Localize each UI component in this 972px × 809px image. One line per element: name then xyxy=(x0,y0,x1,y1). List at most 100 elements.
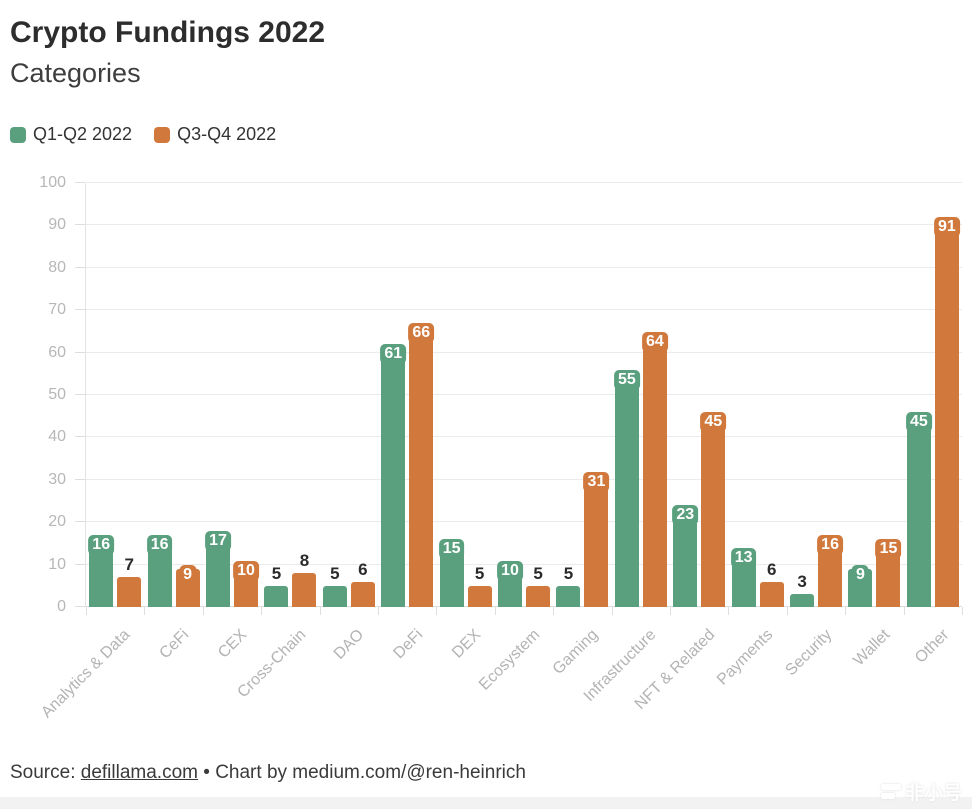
bar-groups: 16 7 16 9 17 10 5 8 5 6 61 66 15 5 10 5 5 31 55 64 23 45 13 6 3 1… xyxy=(86,183,962,607)
bar-q3-q4-2022-wallet: 15 xyxy=(875,539,902,607)
bar-q3-q4-2022-cefi: 9 xyxy=(175,564,200,607)
legend-swatch-q3q4 xyxy=(154,126,171,143)
bar-q3-q4-2022-payments: 6 xyxy=(759,560,784,607)
x-tick-10 xyxy=(669,607,671,615)
legend: Q1-Q2 2022 Q3-Q4 2022 xyxy=(10,124,276,145)
x-tick-9 xyxy=(611,607,613,615)
gridline-80 xyxy=(86,266,962,268)
bar-q1-q2-2022-other: 45 xyxy=(905,412,932,607)
y-tick-20 xyxy=(75,521,85,523)
value-label-q3-q4-2022-analytics-data: 7 xyxy=(124,555,134,575)
value-label-q3-q4-2022-defi: 66 xyxy=(408,323,435,344)
value-label-q3-q4-2022-dex: 5 xyxy=(474,563,485,583)
bar-q3-q4-2022-dao: 6 xyxy=(350,560,375,607)
x-tick-8 xyxy=(553,607,555,615)
bar-group-security: 3 16 xyxy=(787,183,845,607)
x-label-analytics-data: Analytics & Data xyxy=(38,626,134,722)
bar-group-cex: 17 10 xyxy=(203,183,261,607)
value-label-q3-q4-2022-cefi: 9 xyxy=(179,564,197,585)
value-label-q3-q4-2022-security: 16 xyxy=(817,535,843,556)
y-tick-label-10: 10 xyxy=(48,555,66,573)
y-axis: 0 10 20 30 40 50 60 70 80 90 100 xyxy=(0,175,66,615)
bar-group-cefi: 16 9 xyxy=(144,183,202,607)
y-tick-0 xyxy=(75,606,85,607)
gridline-40 xyxy=(86,436,962,438)
value-label-q1-q2-2022-payments: 13 xyxy=(730,547,757,568)
x-label-cefi: CeFi xyxy=(156,626,193,663)
bar-q1-q2-2022-security: 3 xyxy=(790,572,815,607)
bar-q1-q2-2022-nft-related: 23 xyxy=(672,505,699,607)
x-tick-6 xyxy=(436,607,438,615)
bar-q1-q2-2022-gaming: 5 xyxy=(556,564,581,607)
bar-q3-q4-2022-gaming: 31 xyxy=(583,471,610,607)
bar-q1-q2-2022-payments: 13 xyxy=(730,547,757,607)
bar-q1-q2-2022-dex: 15 xyxy=(438,539,465,607)
bar-group-wallet: 9 15 xyxy=(845,183,903,607)
bar-group-analytics-data: 16 7 xyxy=(86,183,144,607)
value-label-q1-q2-2022-nft-related: 23 xyxy=(672,505,699,526)
y-tick-70 xyxy=(75,309,85,311)
y-tick-label-90: 90 xyxy=(48,216,66,234)
separator: • xyxy=(197,762,216,783)
value-label-q1-q2-2022-cefi: 16 xyxy=(146,535,173,556)
x-tick-2 xyxy=(202,607,204,615)
x-tick-3 xyxy=(261,607,263,615)
gridline-30 xyxy=(86,478,962,480)
y-tick-label-30: 30 xyxy=(48,470,66,488)
feixiaohao-watermark: 非小号 xyxy=(880,778,962,805)
gridline-70 xyxy=(86,309,962,311)
gridline-100 xyxy=(86,182,962,183)
bar-group-ecosystem: 10 5 xyxy=(495,183,553,607)
feixiaohao-logo-icon xyxy=(880,784,901,799)
bar-group-infrastructure: 55 64 xyxy=(612,183,670,607)
y-tick-label-100: 100 xyxy=(39,174,66,191)
bar-q3-q4-2022-security: 16 xyxy=(817,535,843,607)
x-axis-labels: Analytics & Data CeFi CEX Cross-Chain DAO DeF… xyxy=(39,607,962,747)
value-label-q1-q2-2022-other: 45 xyxy=(905,412,932,433)
value-label-q3-q4-2022-payments: 6 xyxy=(766,559,777,579)
value-label-q1-q2-2022-dao: 5 xyxy=(330,563,340,583)
bar-q3-q4-2022-dex: 5 xyxy=(467,564,492,607)
value-label-q3-q4-2022-dao: 6 xyxy=(358,559,368,579)
bar-group-other: 45 91 xyxy=(904,183,962,607)
x-tick-12 xyxy=(786,607,788,615)
source-link[interactable]: defillama.com xyxy=(80,762,198,783)
x-tick-5 xyxy=(377,607,379,615)
gridline-20 xyxy=(86,521,962,523)
x-tick-1 xyxy=(144,607,146,615)
y-tick-label-50: 50 xyxy=(48,386,66,403)
value-label-q1-q2-2022-ecosystem: 10 xyxy=(497,560,523,581)
source-credit: Source: defillama.com • Chart by medium.… xyxy=(10,762,526,784)
y-tick-30 xyxy=(75,478,85,480)
bar-q3-q4-2022-ecosystem: 5 xyxy=(526,564,551,607)
bar-q1-q2-2022-dao: 5 xyxy=(322,564,347,607)
value-label-q3-q4-2022-gaming: 31 xyxy=(583,471,610,492)
gridline-0 xyxy=(86,606,962,607)
x-label-dao: DAO xyxy=(330,626,368,663)
bar-q1-q2-2022-defi: 61 xyxy=(380,344,407,607)
bar-group-payments: 13 6 xyxy=(728,183,786,607)
x-tick-13 xyxy=(845,607,847,615)
y-tick-50 xyxy=(75,394,85,395)
bar-q1-q2-2022-cross-chain: 5 xyxy=(264,564,289,607)
x-label-security: Security xyxy=(782,626,836,680)
bar-q1-q2-2022-cefi: 16 xyxy=(146,535,173,607)
x-label-wallet: Wallet xyxy=(850,626,894,670)
value-label-q1-q2-2022-analytics-data: 16 xyxy=(88,535,115,556)
value-label-q1-q2-2022-dex: 15 xyxy=(438,539,465,560)
y-tick-label-0: 0 xyxy=(57,598,66,615)
bar-q3-q4-2022-other: 91 xyxy=(933,217,960,607)
x-label-payments: Payments xyxy=(714,626,777,689)
value-label-q1-q2-2022-defi: 61 xyxy=(380,344,407,365)
bar-q1-q2-2022-analytics-data: 16 xyxy=(88,535,115,607)
value-label-q1-q2-2022-cross-chain: 5 xyxy=(271,563,282,583)
value-label-q1-q2-2022-wallet: 9 xyxy=(852,564,869,585)
legend-item-q3q4: Q3-Q4 2022 xyxy=(154,124,276,145)
x-label-cross-chain: Cross-Chain xyxy=(234,626,309,702)
gridline-50 xyxy=(86,394,962,395)
value-label-q3-q4-2022-other: 91 xyxy=(933,217,960,238)
chart-credit: Chart by medium.com/@ren-heinrich xyxy=(215,762,526,783)
value-label-q3-q4-2022-ecosystem: 5 xyxy=(533,563,543,583)
